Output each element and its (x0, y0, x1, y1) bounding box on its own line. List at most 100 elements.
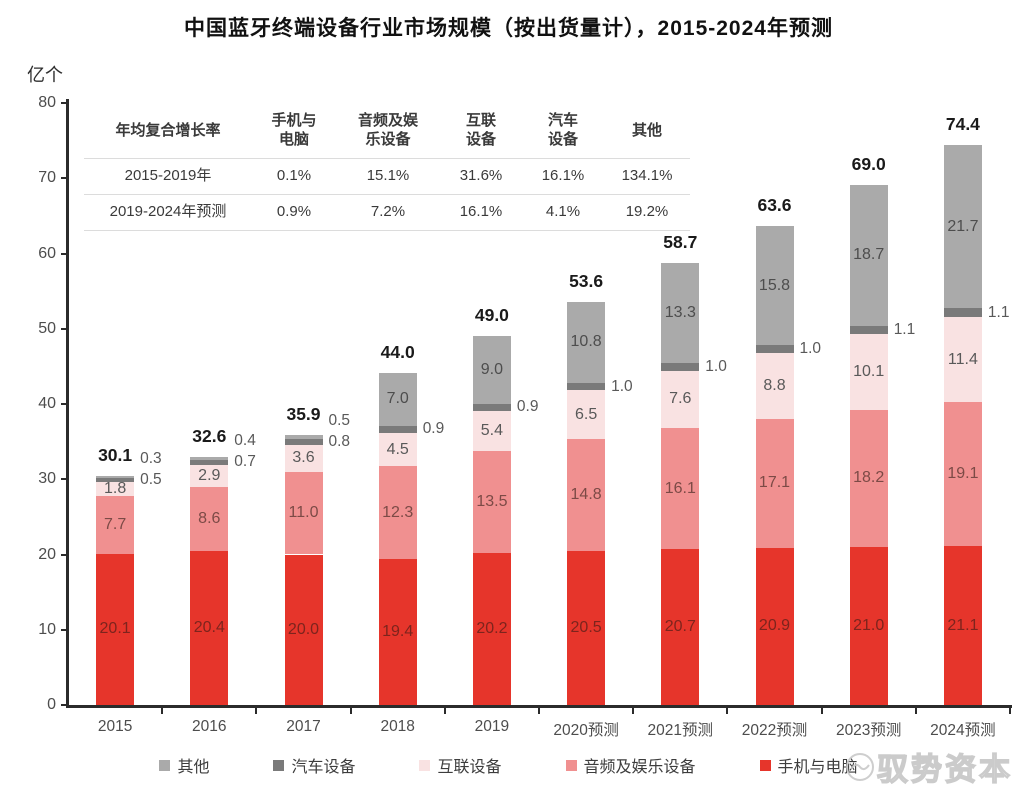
cagr-table-cell: 7.2% (370, 203, 406, 221)
segment-value-side-label: 1.1 (987, 303, 1010, 321)
x-axis-category-label: 2023预测 (835, 722, 902, 739)
legend-item: 互联设备 (419, 753, 502, 777)
y-axis-tick (61, 327, 68, 330)
bar-total-label: 30.1 (98, 445, 133, 466)
cagr-table-bottom-rule (84, 230, 690, 231)
x-axis-tick (443, 707, 446, 714)
bar-segment (755, 226, 794, 346)
segment-value-side-label: 1.0 (611, 377, 633, 395)
bar-segment (567, 382, 606, 391)
bar-segment (661, 370, 700, 429)
legend-swatch (273, 759, 285, 771)
x-axis-category-label: 2018 (380, 718, 415, 735)
bar-segment (284, 471, 323, 555)
bar-segment (661, 363, 700, 371)
cagr-table-cell: 134.1% (621, 167, 673, 185)
segment-value-label: 21.7 (947, 217, 979, 235)
y-axis-tick-label: 0 (47, 696, 56, 713)
x-axis-category-label: 2015 (97, 718, 133, 735)
segment-value-label: 2.9 (198, 466, 221, 484)
cagr-table-cell: 0.9% (276, 203, 312, 221)
bar-segment (284, 438, 323, 445)
legend-label: 手机与电脑 (777, 759, 858, 776)
segment-value-side-label: 0.7 (234, 453, 256, 471)
cagr-table-cell: 2015-2019年 (124, 167, 212, 185)
segment-value-label: 19.1 (947, 465, 979, 483)
x-axis-category-label: 2019 (474, 718, 510, 735)
y-axis-tick-label: 80 (38, 94, 56, 111)
bar-segment (849, 546, 888, 705)
cagr-table-cell: 4.1% (545, 203, 581, 221)
y-axis-tick-label: 40 (38, 395, 56, 412)
y-axis-tick (61, 553, 68, 556)
y-axis-tick-label: 70 (38, 169, 56, 187)
bar-segment (943, 308, 982, 317)
bar-segment (567, 301, 606, 383)
segment-value-label: 8.8 (763, 376, 786, 394)
segment-value-label: 7.7 (103, 515, 127, 533)
bar-segment (849, 325, 888, 334)
segment-value-label: 6.5 (574, 405, 598, 423)
bar-segment (567, 550, 606, 705)
legend-swatch (565, 759, 577, 771)
bar-segment (849, 185, 888, 326)
segment-value-label: 20.0 (287, 620, 320, 638)
x-axis-category-label: 2021预测 (647, 722, 714, 739)
legend-label: 汽车设备 (291, 759, 356, 776)
bar-segment (943, 402, 982, 547)
bar-segment (378, 466, 417, 559)
segment-value-label: 1.8 (103, 480, 127, 498)
y-axis-tick-label: 30 (38, 470, 56, 488)
segment-value-label: 11.0 (288, 504, 319, 522)
segment-value-label: 7.6 (669, 390, 692, 408)
bar-total-label: 35.9 (286, 403, 321, 424)
bar-segment (943, 316, 982, 403)
cagr-table-header-cell: 手机与 电脑 (271, 112, 317, 148)
y-axis-tick-label: 10 (38, 620, 56, 638)
bar-total-label: 74.4 (945, 114, 980, 135)
cagr-table-header-cell: 互联 设备 (465, 112, 496, 148)
x-axis-tick (255, 707, 258, 714)
x-axis-line (66, 705, 1012, 708)
bar-segment (96, 478, 135, 483)
x-axis-tick (1009, 707, 1011, 714)
cagr-table: 年均复合增长率 手机与 电脑 音频及娱 乐设备 互联 设备 汽车 设备 其他 2015-20… (84, 104, 690, 231)
legend-item: 汽车设备 (273, 753, 355, 777)
segment-value-side-label: 0.3 (140, 450, 162, 468)
bar-segment (190, 486, 229, 552)
bar-segment (378, 432, 417, 467)
segment-value-label: 20.9 (758, 617, 791, 635)
bar-segment (284, 434, 323, 439)
segment-value-label: 21.0 (853, 616, 885, 634)
y-axis-tick (61, 628, 68, 631)
y-axis-tick (61, 102, 68, 104)
segment-value-label: 16.1 (664, 479, 696, 497)
bar-total-label: 63.6 (757, 195, 792, 216)
bar-segment (472, 404, 511, 411)
bar-segment (96, 476, 135, 479)
segment-value-label: 18.2 (853, 469, 885, 487)
segment-value-side-label: 0.5 (140, 471, 162, 489)
bar-total-label: 58.7 (663, 232, 698, 253)
segment-value-side-label: 0.5 (328, 411, 351, 429)
chart-legend: 其他 汽车设备 互联设备 音频及娱乐设备 手机与电脑 (0, 753, 1017, 777)
legend-swatch (419, 759, 431, 771)
bar-segment (943, 546, 982, 705)
segment-value-label: 10.8 (570, 333, 602, 351)
segment-value-side-label: 1.0 (799, 340, 822, 358)
x-axis-tick (914, 707, 917, 714)
segment-value-label: 20.1 (99, 620, 131, 638)
segment-value-label: 20.7 (664, 618, 696, 636)
bar-segment (378, 425, 417, 433)
segment-value-label: 13.3 (664, 304, 696, 322)
bar-segment (284, 554, 323, 705)
cagr-table-row: 2015-2019年 0.1% 15.1% 31.6% 16.1% 134.1% (84, 158, 690, 194)
segment-value-side-label: 1.1 (893, 320, 916, 338)
bar-total-label: 49.0 (474, 305, 509, 326)
bar-segment (472, 336, 511, 404)
x-axis-category-label: 2016 (192, 718, 227, 735)
bar-segment (755, 352, 794, 420)
legend-swatch (759, 759, 771, 771)
segment-value-label: 4.5 (386, 440, 409, 458)
chart-title: 中国蓝牙终端设备行业市场规模（按出货量计），2015-2024年预测 (184, 17, 833, 40)
